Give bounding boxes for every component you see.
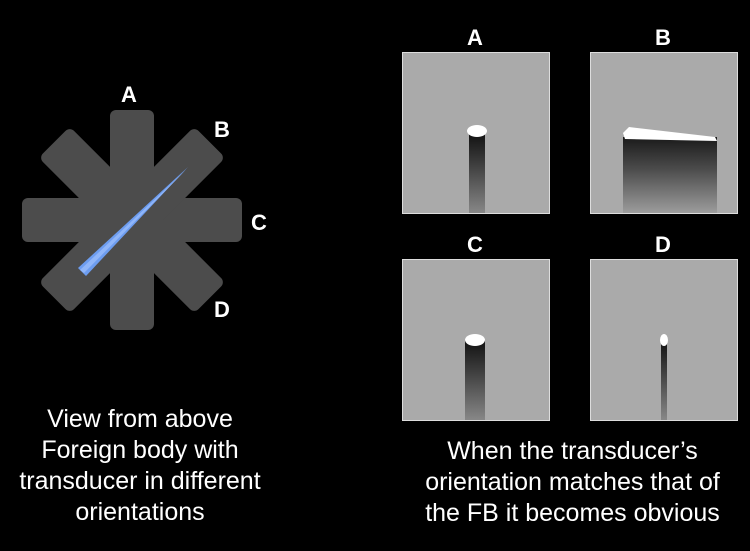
ultrasound-panel-d <box>590 259 738 421</box>
left-caption-line-2: Foreign body with <box>41 436 239 464</box>
ultrasound-panel-c <box>402 259 550 421</box>
transducer-orientation-diagram <box>22 110 242 330</box>
label-c: C <box>251 210 267 235</box>
label-d: D <box>214 297 230 322</box>
ultrasound-panel-b <box>590 52 738 214</box>
right-caption-line-2: orientation matches that of <box>425 468 720 496</box>
label-b: B <box>214 117 230 142</box>
left-caption: View from above Foreign body with transd… <box>0 404 280 528</box>
panel-label-d: D <box>655 232 671 257</box>
right-caption: When the transducer’s orientation matche… <box>405 436 740 529</box>
panel-label-a: A <box>467 25 483 50</box>
right-caption-line-1: When the transducer’s <box>447 437 698 465</box>
left-caption-line-3: transducer in different <box>19 467 261 495</box>
right-caption-line-3: the FB it becomes obvious <box>425 499 720 527</box>
panel-label-c: C <box>467 232 483 257</box>
left-caption-line-4: orientations <box>75 498 205 526</box>
left-caption-line-1: View from above <box>47 405 233 433</box>
label-a: A <box>121 82 137 107</box>
panel-label-b: B <box>655 25 671 50</box>
ultrasound-panel-a <box>402 52 550 214</box>
